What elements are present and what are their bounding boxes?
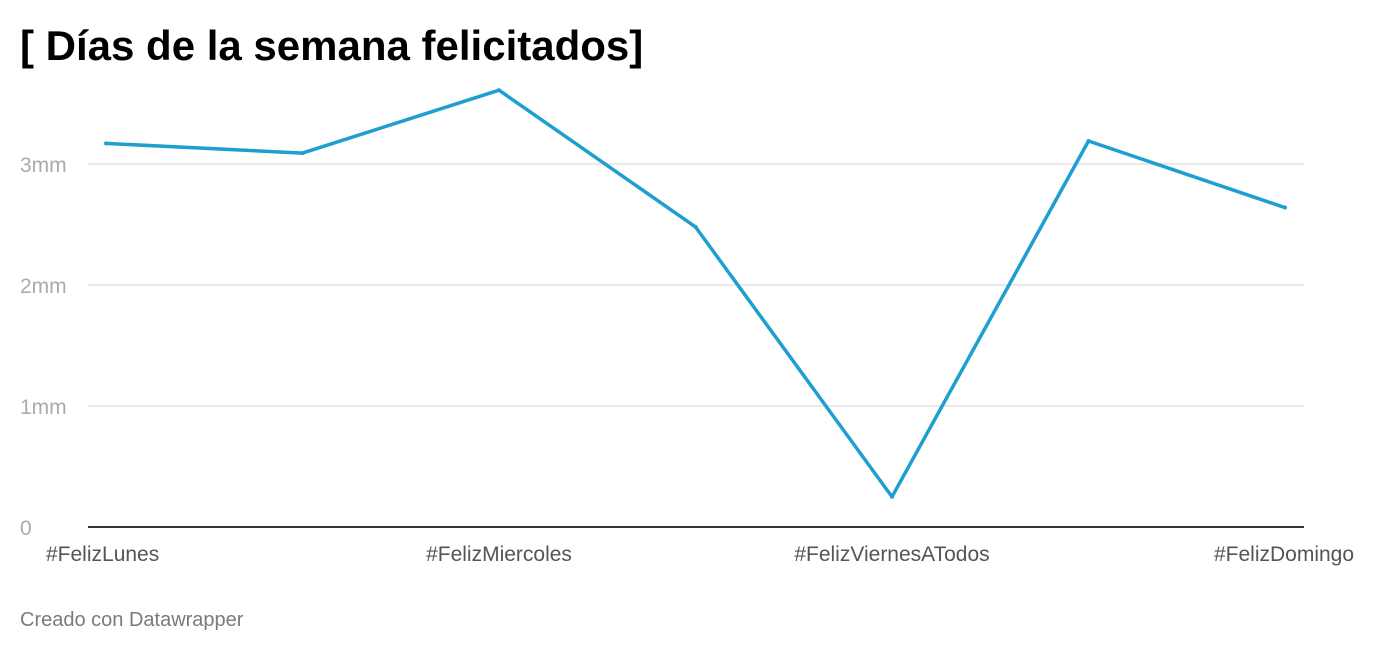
x-tick-label: #FelizLunes — [46, 543, 159, 566]
series-line — [104, 88, 1287, 499]
footer-credit: Creado con Datawrapper — [20, 609, 244, 631]
x-tick-label: #FelizViernesATodos — [794, 543, 989, 566]
data-point — [104, 141, 108, 146]
y-tick-label: 3mm — [20, 154, 67, 177]
x-axis: #FelizLunes #FelizMiercoles #FelizViernesA… — [46, 526, 1354, 566]
y-tick-label: 2mm — [20, 275, 67, 298]
chart-title: [ Días de la semana felicitados] — [20, 22, 644, 69]
data-point — [1086, 139, 1091, 144]
x-tick-label: #FelizDomingo — [1214, 543, 1354, 566]
y-axis-labels: 0 1mm 2mm 3mm — [20, 154, 67, 540]
x-tick-label: #FelizMiercoles — [426, 543, 572, 566]
data-point — [890, 494, 894, 499]
data-point — [300, 151, 305, 156]
data-point — [497, 88, 501, 93]
gridlines — [88, 163, 1304, 407]
data-point — [1283, 205, 1287, 210]
data-point — [693, 224, 698, 229]
y-tick-label: 1mm — [20, 396, 67, 419]
y-tick-label: 0 — [20, 517, 32, 540]
series-layer — [104, 88, 1287, 499]
